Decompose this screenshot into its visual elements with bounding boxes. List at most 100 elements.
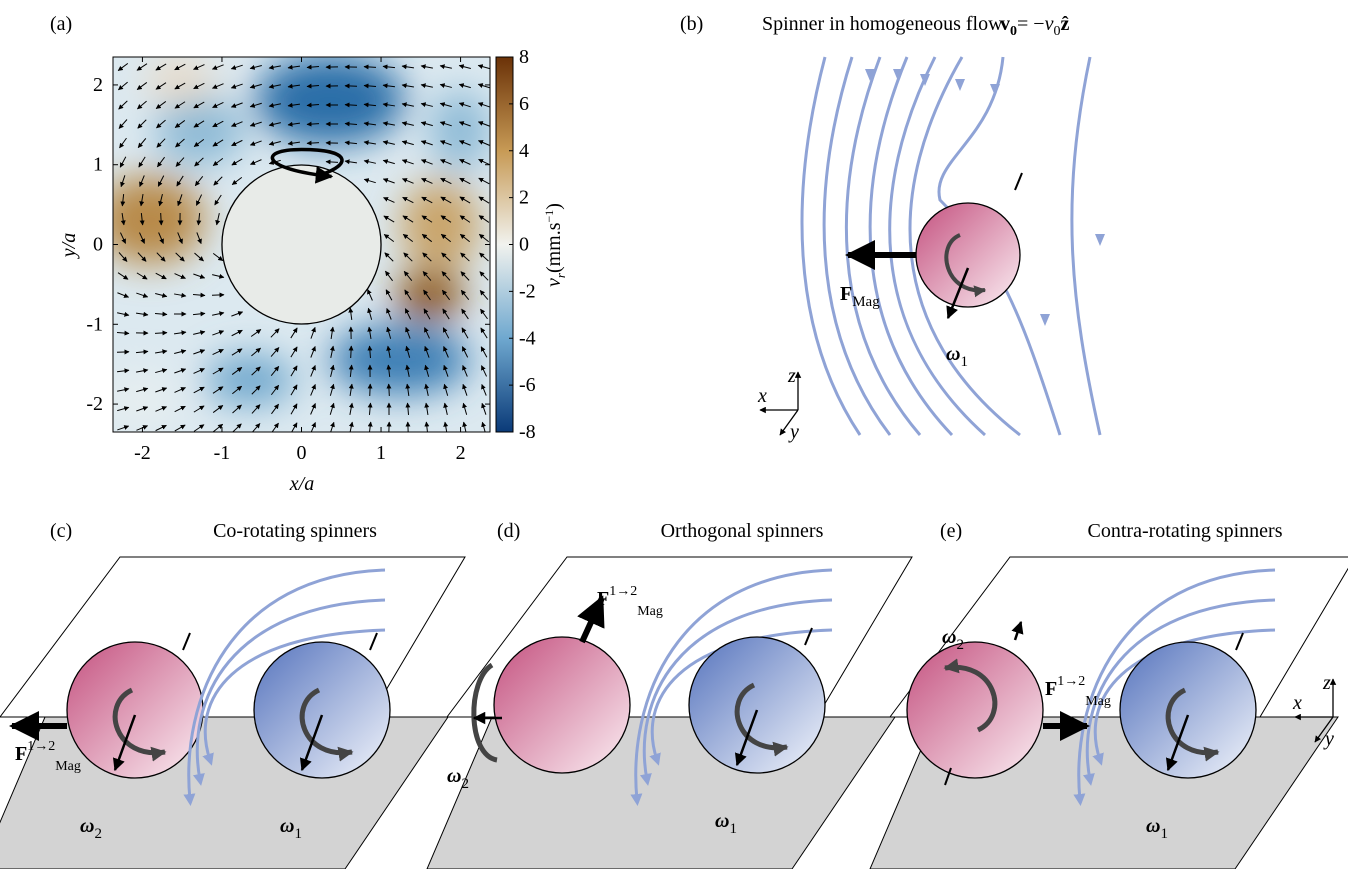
- force-label-part: Mag: [637, 604, 663, 619]
- colorbar-label-part: ): [543, 203, 565, 210]
- colorbar-tick-label: -4: [519, 327, 536, 349]
- formula-part: 0: [1053, 24, 1060, 39]
- obstacle: [222, 165, 381, 324]
- x-tick-label: 2: [456, 442, 466, 464]
- omega-label-part: 1: [294, 826, 302, 842]
- formula-part: = −: [1017, 13, 1045, 35]
- spinner-left: [67, 642, 203, 778]
- quiver-arrow: [307, 143, 319, 144]
- panel-label: (b): [680, 13, 703, 35]
- heatmap-blob: [430, 90, 490, 170]
- spinner: [916, 203, 1020, 307]
- colorbar-tick-label: -6: [519, 374, 536, 396]
- x-tick-label: 0: [297, 442, 307, 464]
- omega-label-part: 2: [956, 637, 964, 653]
- heatmap-blob: [100, 370, 180, 430]
- force-label-part: F: [597, 588, 609, 610]
- spinner-left: [494, 637, 630, 773]
- streamline: [1072, 57, 1100, 435]
- omega-label: ω1: [946, 343, 968, 370]
- omega-arrow: [1015, 622, 1021, 640]
- y-axis-label: y/a: [58, 233, 80, 259]
- axis-label: x: [1292, 692, 1302, 714]
- y-tick-label: 0: [93, 234, 103, 256]
- omega-label-part: ω: [280, 815, 294, 837]
- formula-part: 0: [1010, 24, 1017, 39]
- colorbar-label-part: v: [543, 278, 565, 287]
- floor-plane: [427, 717, 895, 869]
- colorbar-tick-label: -8: [519, 421, 536, 443]
- omega-label-part: 2: [461, 776, 469, 792]
- omega-label-part: 1: [729, 821, 737, 837]
- spinner-axis: [1015, 173, 1022, 190]
- force-label-part: 1→2: [27, 739, 55, 754]
- spinner-right: [689, 637, 825, 773]
- omega-label-part: ω: [447, 765, 461, 787]
- x-tick-label: -1: [214, 442, 231, 464]
- panel-label: (e): [940, 520, 962, 542]
- omega-label-part: ω: [80, 815, 94, 837]
- y-tick-label: -1: [86, 313, 103, 335]
- force-label-part: Mag: [55, 759, 81, 774]
- quiver-arrow: [389, 384, 390, 396]
- spinner-right: [1120, 642, 1256, 778]
- spinner-axis: [1236, 633, 1243, 650]
- axis-label: z: [1322, 672, 1331, 694]
- panel-label: (a): [50, 13, 72, 35]
- panel-title: Orthogonal spinners: [661, 520, 824, 542]
- colorbar-tick-label: 0: [519, 234, 529, 256]
- formula-part: v: [1045, 13, 1054, 35]
- panel-title: Co-rotating spinners: [213, 520, 377, 542]
- heatmap-blob: [145, 55, 215, 105]
- spinner-axis: [370, 633, 377, 650]
- omega-label: ω2: [447, 765, 469, 792]
- axis-label: y: [788, 421, 799, 443]
- heatmap-blob: [395, 270, 465, 320]
- colorbar-label: vr(mm.s−1): [542, 203, 568, 287]
- formula-part: ẑ: [1060, 13, 1069, 35]
- spinner-right: [254, 642, 390, 778]
- panel-label: (d): [497, 520, 520, 542]
- omega-label-part: 2: [94, 826, 102, 842]
- heatmap-blob: [95, 175, 205, 265]
- panel-title: Spinner in homogeneous flow: [762, 13, 1003, 35]
- flow-arrowhead: [990, 84, 1000, 96]
- axis-label: x: [757, 385, 767, 407]
- quiver-arrow: [351, 346, 352, 358]
- heatmap-blob: [400, 180, 480, 270]
- colorbar-tick-label: 8: [519, 46, 529, 68]
- force-label-part: Mag: [852, 294, 880, 310]
- formula: v0= −v0ẑ: [1000, 13, 1069, 39]
- figure: (a)-2-1012-2-1012x/ay/a-8-6-4-202468vr(m…: [0, 0, 1348, 869]
- omega-label-part: 1: [960, 354, 968, 370]
- heatmap-blob: [205, 355, 295, 405]
- quiver-arrow: [161, 213, 162, 225]
- y-tick-label: 2: [93, 74, 103, 96]
- colorbar-tick-label: 6: [519, 93, 529, 115]
- y-tick-label: -2: [86, 393, 103, 415]
- formula-part: v: [1000, 13, 1010, 35]
- colorbar-label-part: (mm.s: [543, 222, 565, 273]
- flow-arrowhead: [1095, 234, 1105, 246]
- spinner-left: [907, 642, 1043, 778]
- colorbar-tick-label: 4: [519, 140, 529, 162]
- omega-label-part: ω: [715, 810, 729, 832]
- spinner-axis: [183, 633, 190, 650]
- panel-title: Contra-rotating spinners: [1088, 520, 1283, 542]
- force-label-part: 1→2: [609, 584, 637, 599]
- colorbar-tick-label: 2: [519, 187, 529, 209]
- colorbar-tick-label: -2: [519, 280, 536, 302]
- heatmap-blob: [155, 95, 245, 165]
- omega-label-part: ω: [946, 343, 960, 365]
- y-tick-label: 1: [93, 154, 103, 176]
- force-label-part: F: [840, 283, 852, 305]
- quiver-arrow: [326, 162, 338, 163]
- x-tick-label: 1: [376, 442, 386, 464]
- heatmap-blob: [255, 55, 405, 145]
- axis-label: z: [787, 365, 796, 387]
- flow-arrowhead: [955, 79, 965, 91]
- axis-label: y: [1323, 728, 1334, 750]
- omega-label-part: ω: [1146, 815, 1160, 837]
- force-label-part: 1→2: [1057, 674, 1085, 689]
- omega-label-part: ω: [942, 626, 956, 648]
